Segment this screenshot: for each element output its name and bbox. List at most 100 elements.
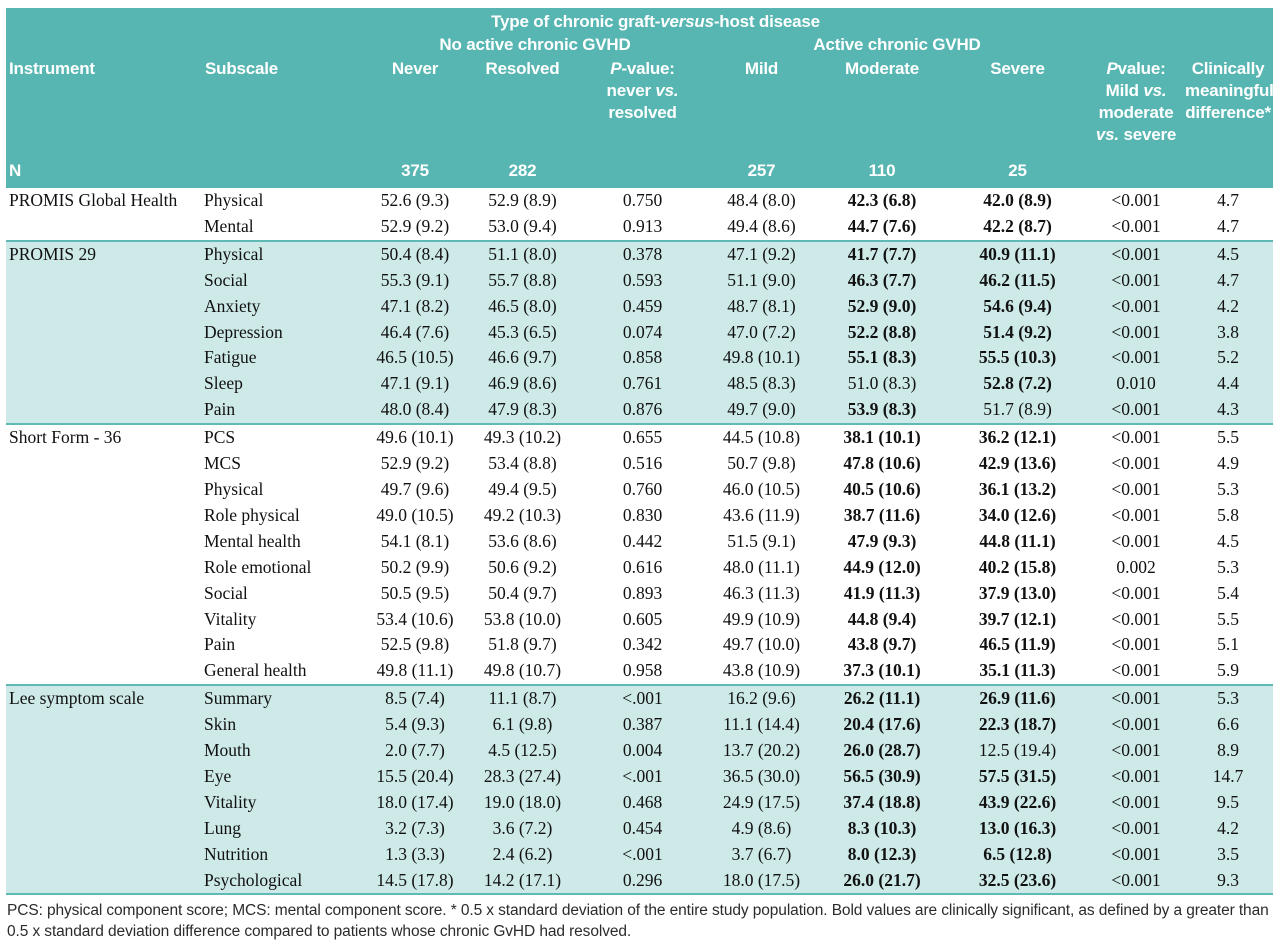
cell-resolved: 19.0 (18.0) [483,791,562,812]
col-header-moderate: Moderate [845,59,919,78]
col-header-instrument: Instrument [9,59,95,78]
cell-mild: 49.9 (10.9) [722,608,801,629]
cell-p_mild_mod_sev: <0.001 [1111,765,1161,786]
cell-moderate: 8.3 (10.3) [847,817,917,838]
cell-clinically_meaningful_difference: 5.9 [1217,660,1239,681]
cell-clinically_meaningful_difference: 4.2 [1217,295,1239,316]
cell-moderate: 43.8 (9.7) [847,634,917,655]
table-row: Mouth 2.0 (7.7) 4.5 (12.5) 0.004 13.7 (20.2)… [6,738,1273,764]
cell-severe: 52.8 (7.2) [983,373,1052,394]
cell-p_mild_mod_sev: <0.001 [1111,817,1161,838]
cell-moderate: 51.0 (8.3) [847,373,917,394]
cell-severe: 26.9 (11.6) [979,688,1056,709]
table-row: Vitality 18.0 (17.4) 19.0 (18.0) 0.468 24.9 … [6,790,1273,816]
cell-p_mild_mod_sev: 0.010 [1116,373,1156,394]
cell-mild: 48.4 (8.0) [727,190,796,210]
table-row: Eye 15.5 (20.4) 28.3 (27.4) <.001 36.5 (30.0… [6,764,1273,790]
cell-resolved: 4.5 (12.5) [488,740,557,761]
cell-clinically_meaningful_difference: 5.5 [1217,608,1239,629]
subscale-cell: Physical [204,243,264,264]
cell-moderate: 37.4 (18.8) [843,791,921,812]
cell-mild: 24.9 (17.5) [722,791,801,812]
cell-moderate: 26.2 (11.1) [843,688,921,709]
cell-p_never_vs_resolved: 0.893 [622,582,663,603]
pvalue2-vs2: vs. [1095,125,1119,144]
cell-mild: 48.7 (8.1) [727,295,796,316]
cell-mild: 47.1 (9.2) [727,243,796,264]
col-header-never: Never [391,59,439,78]
cell-never: 52.5 (9.8) [380,634,450,655]
cell-never: 15.5 (20.4) [376,765,454,786]
cell-moderate: 42.3 (6.8) [847,190,917,210]
pvalue2-l4-post: severe [1118,125,1177,144]
cell-clinically_meaningful_difference: 4.7 [1217,190,1239,210]
spacer [1089,150,1183,188]
cell-severe: 44.8 (11.1) [979,530,1056,551]
column-header-row: Instrument Subscale Never Resolved P-val… [6,56,1274,150]
cell-never: 52.9 (9.2) [380,215,450,236]
cell-moderate: 44.9 (12.0) [843,556,921,577]
cell-clinically_meaningful_difference: 9.5 [1217,791,1239,812]
table-row: Vitality 53.4 (10.6) 53.8 (10.0) 0.605 49.9 … [6,607,1273,633]
table-row: Pain 52.5 (9.8) 51.8 (9.7) 0.342 49.7 (10.0)… [6,632,1273,658]
cell-p_never_vs_resolved: 0.296 [622,869,663,890]
cell-moderate: 26.0 (21.7) [843,869,921,890]
group-header-no-active: No active chronic GVHD [439,34,631,54]
subscale-cell: Mouth [204,740,251,761]
cell-p_never_vs_resolved: 0.761 [622,373,663,394]
cell-p_never_vs_resolved: 0.913 [622,215,663,236]
cell-p_never_vs_resolved: 0.004 [622,740,663,761]
pvalue2-p: P [1106,59,1118,78]
pvalue1-p: P [610,59,622,78]
spacer [580,150,705,188]
cell-moderate: 38.1 (10.1) [843,427,921,448]
cell-p_mild_mod_sev: <0.001 [1111,740,1161,761]
cell-clinically_meaningful_difference: 5.8 [1217,504,1239,525]
cell-resolved: 50.4 (9.7) [488,582,557,603]
cell-resolved: 46.6 (9.7) [488,347,557,368]
spacer [202,150,365,188]
cell-severe: 13.0 (16.3) [978,817,1057,838]
instrument-cell: PROMIS Global Health [9,190,178,210]
cell-severe: 43.9 (22.6) [978,791,1057,812]
cell-never: 50.4 (8.4) [380,243,450,264]
subscale-cell: Pain [204,634,236,655]
cell-severe: 40.2 (15.8) [978,556,1057,577]
cell-mild: 43.6 (11.9) [723,504,800,525]
cell-never: 50.5 (9.5) [380,582,450,603]
group-header-active: Active chronic GVHD [813,34,981,54]
cell-resolved: 47.9 (8.3) [488,399,557,420]
cell-never: 49.0 (10.5) [376,504,454,525]
cell-mild: 48.5 (8.3) [727,373,796,394]
cell-p_mild_mod_sev: <0.001 [1111,714,1161,735]
table-row: Fatigue 46.5 (10.5) 46.6 (9.7) 0.858 49.8 (1… [6,345,1273,371]
subscale-cell: Mental [204,215,254,236]
instrument-cell: Short Form - 36 [9,427,122,448]
cell-resolved: 46.5 (8.0) [488,295,557,316]
n-row: N 375 282 257 110 25 [6,150,1273,188]
cell-clinically_meaningful_difference: 4.7 [1217,215,1239,236]
subscale-cell: Physical [204,190,264,210]
cell-mild: 46.0 (10.5) [722,478,801,499]
table-row: PROMIS Global Health Physical 52.6 (9.3) 52… [6,188,1273,214]
cell-mild: 49.8 (10.1) [722,347,801,368]
cell-p_mild_mod_sev: <0.001 [1111,321,1161,342]
cell-severe: 34.0 (12.6) [978,504,1057,525]
cell-mild: 4.9 (8.6) [731,817,792,838]
cell-never: 49.7 (9.6) [380,478,450,499]
subscale-cell: Eye [204,765,232,786]
cell-p_never_vs_resolved: 0.616 [622,556,663,577]
cell-p_never_vs_resolved: 0.958 [622,660,663,681]
section: PROMIS Global Health Physical 52.6 (9.3) 52… [6,188,1273,241]
subscale-cell: Skin [204,714,237,735]
cell-never: 8.5 (7.4) [385,688,445,709]
subscale-cell: Role physical [204,504,300,525]
col-header-clinically-meaningful-difference: Clinically meaningful difference* [1183,56,1274,150]
subscale-cell: Lung [204,817,241,838]
cell-severe: 39.7 (12.1) [978,608,1057,629]
table-row: Psychological 14.5 (17.8) 14.2 (17.1) 0.296… [6,868,1273,895]
subscale-cell: Physical [204,478,264,499]
cell-p_mild_mod_sev: <0.001 [1111,791,1161,812]
cell-moderate: 38.7 (11.6) [843,504,921,525]
cell-mild: 3.7 (6.7) [731,843,792,864]
